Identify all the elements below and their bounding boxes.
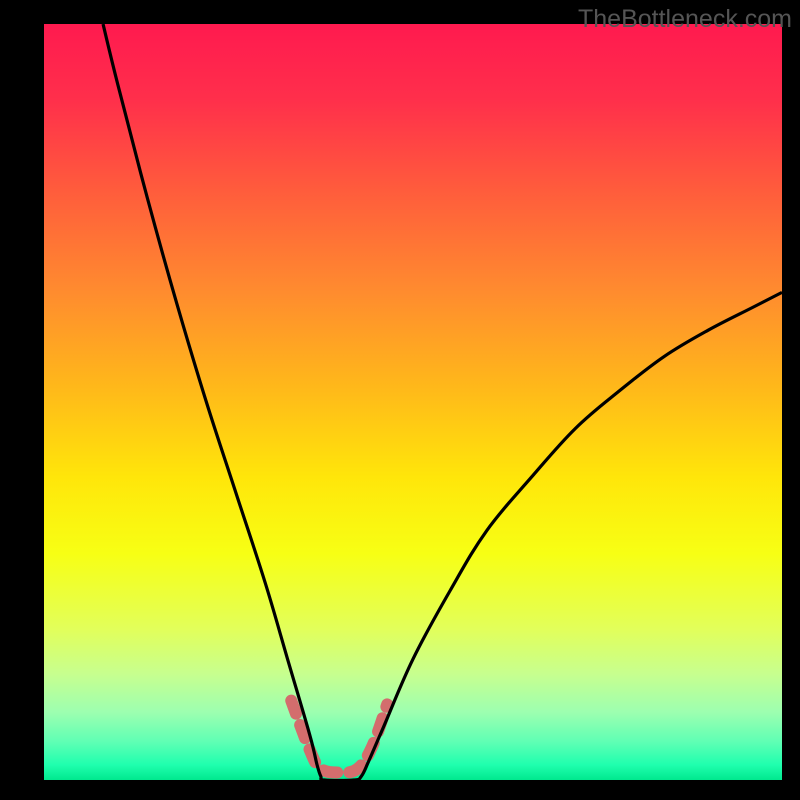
gradient-background [44, 24, 782, 780]
watermark-text: TheBottleneck.com [578, 5, 792, 34]
chart-stage: TheBottleneck.com [0, 0, 800, 800]
plot-svg [44, 24, 782, 780]
plot-area [44, 24, 782, 780]
